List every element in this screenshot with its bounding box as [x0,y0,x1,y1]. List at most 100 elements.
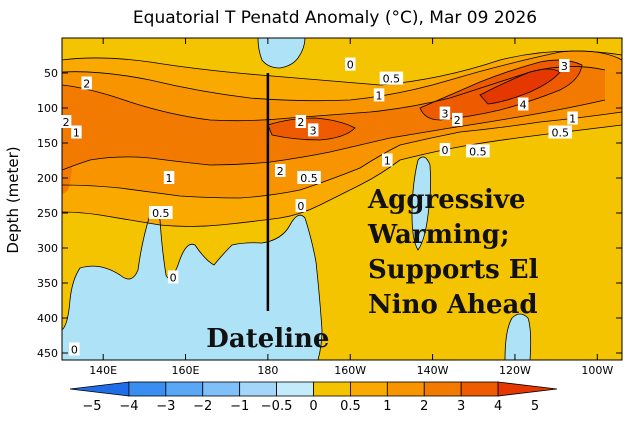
contour-label-text: 0 [441,144,448,157]
contour-label-bg [71,125,82,139]
band-cool-dateline-top [258,38,305,68]
x-tick-label: 160E [172,364,200,377]
colorbar-swatch [239,381,277,397]
y-tick-labels: 50 100 150 200 250 300 350 400 450 [37,67,58,360]
contour-label-text: 0 [71,344,78,357]
y-tick-label: 150 [37,137,58,150]
contour-label-bg [452,112,463,126]
colorbar-swatch [497,381,558,397]
contour-label: 1 [373,88,385,102]
colorbar-swatch [202,381,241,397]
x-tick-labels: 140E 160E 180 160W 140W 120W 100W [89,364,613,377]
colorbar-tick-label: 5 [531,399,539,414]
colorbar-swatch [350,381,388,397]
colorbar-tick-label: −2 [193,399,212,414]
contour-label-bg [297,171,321,184]
band-4-5 [480,69,560,104]
colorbar-swatch [313,381,351,397]
contour-label: 3 [307,123,319,137]
contour-label-text: 0.5 [469,145,487,158]
contour-label-bg [344,57,356,71]
contour-label-text: 2 [454,114,461,127]
contour-label-text: 0 [297,200,304,213]
contour-label: 0 [295,199,307,213]
contour-label: 0 [69,342,80,357]
x-tick-label: 160W [334,364,366,377]
contour-label-text: 4 [520,99,527,112]
colorbar-tick-label: 0 [309,399,317,414]
y-tick-label: 300 [37,242,58,255]
contour-label-bg [382,153,393,167]
y-tick-label: 450 [37,347,58,360]
colorbar-tick-label: −4 [119,399,138,414]
dateline-annotation: Dateline [206,324,329,354]
contour-label-text: 1 [376,89,383,102]
colorbar-tick-label: 4 [494,399,502,414]
contour-label: 0.5 [379,71,404,86]
contour-label-bg [466,144,490,158]
x-tick-label: 140E [89,364,117,377]
y-tick-label: 50 [44,67,58,80]
plot-frame [61,37,623,361]
contour-label: 4 [517,97,529,112]
colorbar-tick-label: 2 [420,399,428,414]
x-tick-marks [102,38,598,360]
colorbar-tick-label: 1 [383,399,391,414]
colorbar-tick-label: −5 [82,399,101,414]
contour-label-text: 2 [277,165,284,178]
contour-label-text: 0.5 [551,127,569,140]
contour-label: 2 [452,112,463,127]
contour-label-bg [60,115,72,128]
contour-label: 1 [382,153,393,168]
contour-label-bg [295,199,307,212]
colorbar-swatch [386,381,425,397]
contour-label: 0 [439,143,451,157]
warming-annotation-line-2: Warming; [367,220,510,250]
contour-label-bg [567,111,578,125]
contour-label: 0.5 [548,125,572,140]
y-tick-label: 200 [37,172,58,185]
contour-label: 3 [439,106,451,121]
contour-label-bg [548,125,572,139]
contour-label-text: 1 [384,155,391,168]
contour-label: 2 [81,76,92,91]
contour-label-bg [439,143,451,156]
colorbar-tick-label: 0.5 [340,399,361,414]
colorbar-swatch [69,381,130,397]
contour-label-text: 1 [166,172,173,185]
y-tick-label: 350 [37,277,58,290]
x-tick-label: 180 [257,364,278,377]
contour-label-text: 0.5 [300,172,318,185]
colorbar-tick-label: −3 [156,399,175,414]
warming-annotation-line-1: Aggressive [367,185,526,215]
y-tick-label: 250 [37,207,58,220]
contour-label-text: 3 [561,60,568,73]
y-tick-marks [62,72,622,354]
contour-label-bg [559,59,570,72]
contour-label-text: 0.5 [152,207,170,220]
anomaly-field [62,38,622,360]
contour-label-text: 2 [83,78,90,91]
colorbar-swatch [128,381,167,397]
contour-label-bg [307,123,319,137]
colorbar-swatch [423,381,462,397]
contour-label: 1 [567,111,578,126]
contour-label-bg [379,71,404,85]
contour-label-text: 0.5 [383,73,401,86]
contour-label: 2 [60,115,72,129]
contour-label-bg [517,97,529,111]
x-tick-label: 140W [417,364,449,377]
contour-label-text: 0 [170,271,177,284]
x-tick-label: 120W [499,364,531,377]
contour-label-bg [81,76,92,90]
colorbar-tick-label: −0.5 [261,399,293,414]
contour-label: 0.5 [466,144,490,158]
contour-label-text: 0 [347,59,354,72]
y-tick-label: 100 [37,102,58,115]
contour-label: 2 [274,164,286,178]
contour-label-text: 2 [297,116,304,129]
contour-label-text: 1 [73,127,80,140]
band-cool-east [505,314,531,360]
